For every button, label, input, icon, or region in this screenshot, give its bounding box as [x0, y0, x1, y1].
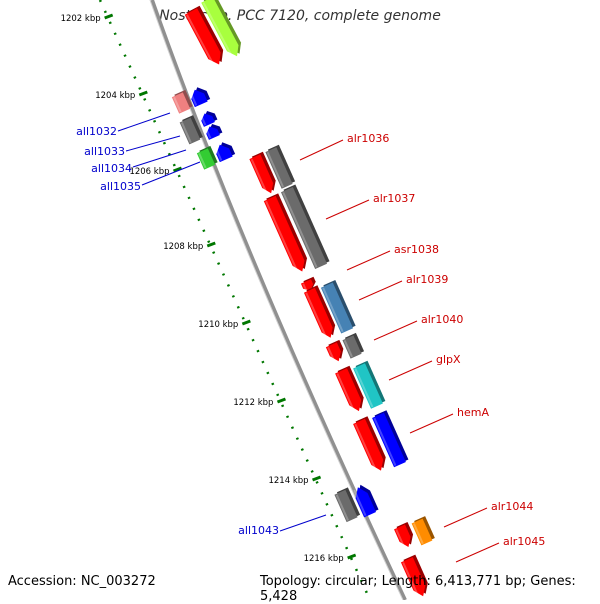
blast-hit-gray-1[interactable] — [179, 115, 203, 145]
gene-asr1038-cds[interactable] — [300, 276, 316, 292]
blast-hit-blue-4[interactable] — [214, 142, 236, 163]
scale-tick-label: 1210 kbp — [198, 320, 238, 330]
scale-tick — [104, 13, 114, 20]
blast-hit-alr1036-gray[interactable] — [265, 144, 296, 189]
scale-tick — [312, 475, 322, 482]
scale-tick-label: 1212 kbp — [233, 398, 273, 408]
gene-label-glpX[interactable]: glpX — [388, 353, 461, 381]
scale-tick-label: 1216 kbp — [304, 554, 344, 564]
accession-text: Accession: NC_003272 — [8, 574, 156, 589]
gene-label-text: all1034 — [91, 162, 132, 175]
gene-label-alr1045[interactable]: alr1045 — [455, 535, 545, 563]
blast-hit-hemA-blue[interactable] — [372, 410, 409, 468]
scale-dotted-line — [98, 0, 372, 600]
gene-label-text: alr1037 — [373, 192, 415, 205]
blast-hit-blue-2[interactable] — [200, 111, 218, 127]
gene-all1043-blue[interactable] — [353, 484, 379, 518]
gene-alr1036-cds[interactable] — [249, 151, 276, 195]
blast-hit-blue-1[interactable] — [189, 87, 211, 108]
gene-label-alr1039[interactable]: alr1039 — [358, 273, 448, 301]
scale-tick — [347, 553, 357, 560]
leader-line — [141, 161, 201, 186]
gene-label-alr1044[interactable]: alr1044 — [443, 500, 533, 528]
genome-title: Nostoc sp. PCC 7120, complete genome — [159, 8, 441, 24]
gene-alr1040-cds[interactable] — [325, 339, 344, 363]
scale-tick — [276, 397, 286, 404]
gene-label-alr1036[interactable]: alr1036 — [299, 132, 389, 161]
gene-label-text: asr1038 — [394, 243, 439, 256]
gene-label-text: all1043 — [238, 524, 279, 537]
scale-tick-label: 1204 kbp — [95, 91, 135, 101]
gene-label-hemA[interactable]: hemA — [409, 406, 489, 434]
scale-tick — [138, 90, 148, 97]
leader-line — [132, 149, 187, 168]
leader-line — [443, 507, 488, 528]
scale-tick — [241, 319, 251, 326]
scale-tick-label: 1208 kbp — [163, 242, 203, 252]
gene-alr1044-cds[interactable] — [394, 522, 414, 549]
scale-tick — [206, 241, 216, 248]
gene-label-text: glpX — [436, 353, 461, 366]
gene-glpX-cds[interactable] — [335, 365, 364, 413]
gene-label-alr1040[interactable]: alr1040 — [373, 313, 463, 341]
blast-hit-all1043-gray[interactable] — [334, 487, 361, 523]
scale-tick-label: 1214 kbp — [268, 476, 308, 486]
blast-hit-pink[interactable] — [171, 89, 193, 114]
scale-tick — [172, 166, 183, 173]
gene-label-text: all1033 — [84, 145, 125, 158]
scale-tick-label: 1206 kbp — [129, 167, 169, 177]
scale-tick-label: 1202 kbp — [61, 14, 101, 24]
feature-track — [171, 0, 435, 598]
gene-label-asr1038[interactable]: asr1038 — [346, 243, 439, 271]
gene-label-text: alr1045 — [503, 535, 545, 548]
blast-hit-green[interactable] — [196, 145, 218, 170]
blast-hit-blue-3[interactable] — [205, 124, 223, 140]
gene-label-text: alr1044 — [491, 500, 533, 513]
leader-line — [388, 360, 433, 381]
scale-track: 1202 kbp 1204 kbp 1206 kbp 1208 kbp 1210 kbp… — [61, 0, 372, 600]
gene-alr1045-cds[interactable] — [400, 554, 428, 598]
leader-line — [373, 320, 418, 341]
blast-hit-top-lightgreen[interactable] — [201, 0, 241, 58]
leader-line — [325, 199, 370, 220]
leader-line — [125, 135, 181, 152]
leader-line — [299, 139, 344, 161]
gene-label-all1032[interactable]: all1032 — [76, 112, 171, 138]
blast-hit-alr1044-orange[interactable] — [411, 516, 435, 546]
gene-alr1039-cds[interactable] — [303, 285, 336, 339]
gene-label-alr1037[interactable]: alr1037 — [325, 192, 415, 220]
blast-hit-alr1037-gray[interactable] — [280, 184, 330, 270]
gene-label-all1043[interactable]: all1043 — [238, 514, 327, 537]
gene-label-text: alr1036 — [347, 132, 389, 145]
leader-line — [358, 280, 403, 301]
gene-label-all1034[interactable]: all1034 — [91, 149, 187, 175]
gene-label-text: all1032 — [76, 125, 117, 138]
gene-label-text: alr1040 — [421, 313, 463, 326]
blast-hit-alr1040-gray[interactable] — [342, 332, 365, 359]
leader-line — [279, 514, 327, 532]
leader-line — [455, 542, 500, 563]
leader-line — [409, 413, 454, 434]
leader-line — [117, 112, 171, 132]
blast-hit-glpX-cyan[interactable] — [353, 360, 386, 409]
gene-label-text: hemA — [457, 406, 489, 419]
gene-hemA-cds[interactable] — [353, 416, 386, 472]
leader-line — [346, 250, 391, 271]
gene-label-text: all1035 — [100, 180, 141, 193]
gene-block-top-red[interactable] — [184, 5, 224, 67]
gene-label-all1035[interactable]: all1035 — [100, 161, 201, 193]
gene-label-text: alr1039 — [406, 273, 448, 286]
gene-label-all1033[interactable]: all1033 — [84, 135, 181, 158]
gene-labels: all1032 all1033 all1034 all1035 all1043 alr10… — [76, 112, 545, 563]
gene-alr1037-cds[interactable] — [263, 193, 308, 273]
blast-hit-alr1039-steelblue[interactable] — [320, 280, 356, 334]
